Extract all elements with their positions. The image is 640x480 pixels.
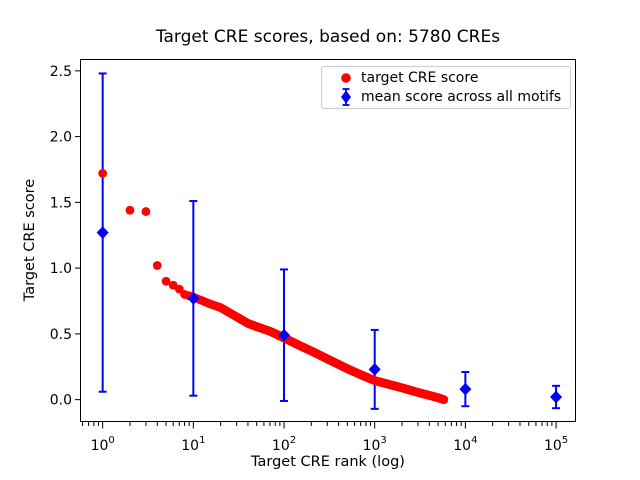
y-axis-label: Target CRE score [22, 178, 38, 302]
svg-text:105: 105 [544, 435, 568, 454]
x-axis-label: Target CRE rank (log) [251, 454, 405, 470]
svg-text:103: 103 [363, 435, 387, 454]
svg-text:1.5: 1.5 [50, 195, 72, 211]
red-circle-icon [331, 72, 361, 84]
svg-text:0.5: 0.5 [50, 327, 72, 343]
svg-text:104: 104 [453, 435, 477, 454]
svg-text:0.0: 0.0 [50, 393, 72, 409]
svg-text:2.5: 2.5 [50, 64, 72, 80]
legend-item-mean-score: mean score across all motifs [322, 87, 570, 107]
legend-label: target CRE score [361, 69, 479, 86]
legend-label: mean score across all motifs [361, 89, 562, 105]
svg-text:102: 102 [272, 435, 296, 454]
svg-text:101: 101 [181, 435, 205, 454]
svg-text:100: 100 [91, 435, 115, 454]
legend-item-target-cre-score: target CRE score [322, 68, 570, 87]
svg-text:1.0: 1.0 [50, 261, 72, 277]
blue-diamond-errorbar-icon [331, 87, 361, 107]
chart-title: Target CRE scores, based on: 5780 CREs [155, 27, 501, 47]
legend: target CRE score mean score across all m… [321, 66, 571, 109]
svg-text:2.0: 2.0 [50, 130, 72, 146]
